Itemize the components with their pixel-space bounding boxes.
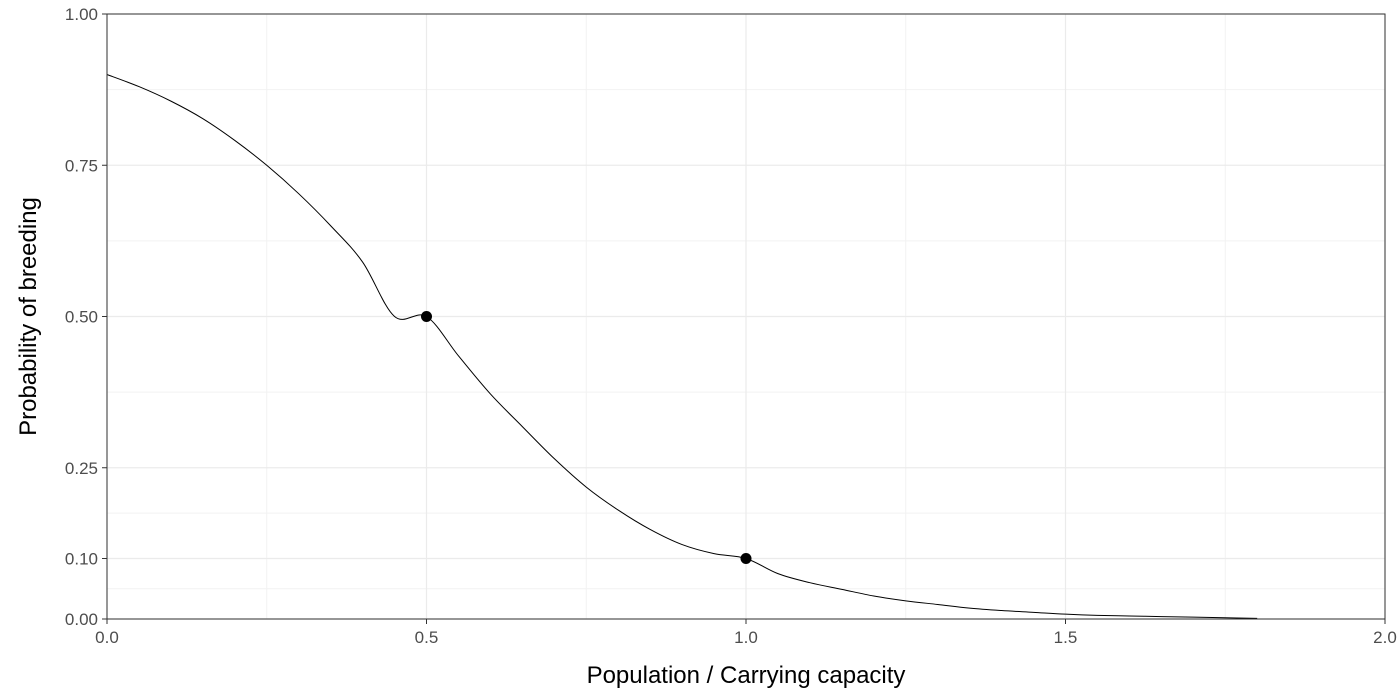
- y-axis-title: Probability of breeding: [15, 197, 42, 436]
- x-tick-label: 1.0: [734, 628, 758, 647]
- y-axis-ticks: 0.00 0.10 0.25 0.50 0.75 1.00: [65, 5, 107, 629]
- y-tick-label: 0.50: [65, 308, 98, 327]
- series-layer: [106, 74, 1258, 619]
- y-tick-label: 0.25: [65, 459, 98, 478]
- y-tick-label: 0.00: [65, 610, 98, 629]
- x-axis-ticks: 0.0 0.5 1.0 1.5 2.0: [95, 619, 1397, 647]
- grid-major: [106, 13, 1386, 620]
- data-point: [740, 553, 752, 564]
- x-tick-label: 0.5: [415, 628, 439, 647]
- y-tick-label: 0.75: [65, 156, 98, 175]
- points-layer: [421, 311, 752, 564]
- y-tick-label: 0.10: [65, 550, 98, 569]
- y-tick-label: 1.00: [65, 5, 98, 24]
- x-tick-label: 1.5: [1054, 628, 1078, 647]
- x-tick-label: 0.0: [95, 628, 119, 647]
- x-tick-label: 2.0: [1373, 628, 1397, 647]
- x-axis-title: Population / Carrying capacity: [587, 662, 906, 689]
- series-line: [106, 74, 1258, 619]
- data-point: [421, 311, 432, 322]
